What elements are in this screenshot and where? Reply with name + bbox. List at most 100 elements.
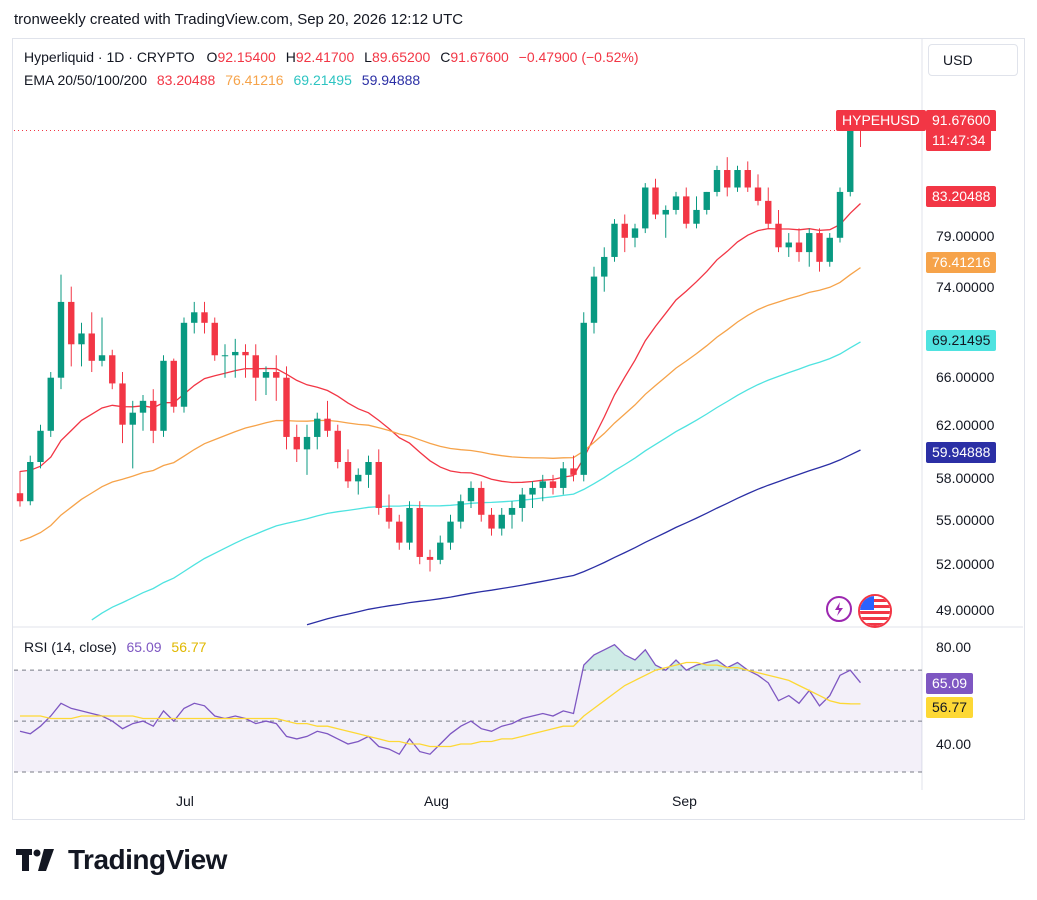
y-tick-label: 58.00000 — [936, 470, 995, 486]
candle-body — [201, 312, 208, 323]
candle-body — [252, 355, 259, 378]
ema20-value: 83.20488 — [156, 72, 216, 88]
ema50-value: 76.41216 — [225, 72, 284, 88]
candle-body — [826, 237, 833, 262]
ema50-line — [19, 267, 861, 542]
rsi-ma-legend-value: 56.77 — [171, 639, 207, 655]
rsi-tick-label: 80.00 — [936, 639, 972, 655]
candle-body — [232, 351, 239, 356]
candle-body — [754, 187, 762, 201]
y-tick-label: 55.00000 — [936, 512, 995, 528]
open-value: 92.15400 — [217, 49, 276, 65]
candle-body — [365, 461, 372, 475]
rsi-legend-value: 65.09 — [126, 639, 162, 655]
symbol-title: Hyperliquid · 1D · CRYPTO — [24, 49, 195, 65]
candle-body — [334, 430, 341, 462]
x-tick-label: Sep — [672, 793, 697, 809]
rsi-overbought-fill — [583, 644, 748, 671]
candle-body — [355, 474, 362, 482]
candle-body — [344, 461, 352, 482]
candle-body — [631, 228, 639, 238]
chart-frame — [12, 38, 1025, 820]
candle-body — [37, 430, 44, 462]
rsi-line — [19, 643, 862, 756]
candle-body — [406, 507, 413, 543]
ema100-line — [91, 341, 861, 621]
y-tick-label: 62.00000 — [936, 417, 995, 433]
lightning-icon[interactable] — [826, 596, 852, 622]
candle-body — [396, 521, 403, 543]
candle-body — [88, 333, 95, 361]
ema100-tag: 69.21495 — [926, 330, 997, 351]
rsi-tick-label: 40.00 — [936, 736, 972, 752]
candle-body — [693, 209, 700, 224]
candle-body — [119, 383, 126, 425]
low-value: 89.65200 — [371, 49, 431, 65]
candle-body — [467, 487, 475, 502]
change-value: −0.47900 (−0.52%) — [518, 49, 639, 65]
low-label: L — [364, 49, 372, 65]
ema200-line — [306, 449, 861, 626]
high-value: 92.41700 — [295, 49, 355, 65]
candle-body — [775, 223, 782, 248]
x-tick-label: Jul — [176, 793, 194, 809]
candle-body — [150, 400, 157, 431]
tradingview-logo-icon — [16, 849, 60, 871]
rsi-ma-value-tag: 56.77 — [926, 697, 974, 718]
candle-body — [539, 481, 546, 488]
candle-body — [324, 418, 331, 431]
ema20-tag: 83.20488 — [926, 186, 997, 207]
ema200-value: 59.94888 — [361, 72, 421, 88]
candle-body — [160, 360, 167, 431]
candle-body — [457, 501, 464, 522]
candle-body — [549, 481, 557, 488]
candle-body — [78, 333, 85, 345]
open-label: O — [206, 49, 218, 65]
candle-body — [508, 507, 516, 515]
y-tick-label: 52.00000 — [936, 556, 995, 572]
rsi-legend: RSI (14, close) 65.09 56.77 — [24, 639, 206, 655]
symbol-tag: HYPEHUSD — [836, 110, 926, 131]
candle-body — [283, 377, 290, 437]
candle-body — [836, 191, 844, 238]
y-tick-label: 49.00000 — [936, 602, 995, 618]
candle-body — [191, 312, 198, 323]
rsi-label: RSI (14, close) — [24, 639, 117, 655]
candle-body — [170, 360, 177, 407]
candle-body — [806, 233, 813, 253]
candle-body — [683, 196, 690, 224]
us-flag-icon[interactable] — [858, 594, 892, 628]
candle-body — [570, 468, 577, 475]
candle-body — [109, 355, 116, 384]
candle-body — [478, 487, 485, 515]
candle-body — [129, 412, 136, 425]
candle-body — [672, 196, 680, 210]
ema-legend: EMA 20/50/100/200 83.20488 76.41216 69.2… — [24, 72, 420, 88]
x-tick-label: Aug — [424, 793, 449, 809]
candle-body — [16, 493, 24, 502]
ema200-tag: 59.94888 — [926, 442, 997, 463]
currency-button[interactable]: USD — [928, 44, 1018, 76]
rsi-value-tag: 65.09 — [926, 673, 974, 694]
candle-body — [662, 209, 669, 215]
candle-body — [560, 468, 567, 488]
candle-body — [601, 256, 608, 277]
candle-body — [529, 487, 536, 495]
ema50-tag: 76.41216 — [926, 252, 997, 273]
candle-body — [498, 514, 505, 529]
y-tick-label: 66.00000 — [936, 369, 995, 385]
candle-body — [703, 191, 710, 210]
candle-body — [816, 233, 823, 262]
countdown-tag: 11:47:34 — [926, 130, 992, 151]
candle-body — [621, 223, 628, 238]
candle-body — [57, 301, 65, 378]
candle-body — [68, 301, 75, 345]
candle-body — [744, 170, 751, 188]
candle-body — [519, 494, 526, 508]
chart-credit: tronweekly created with TradingView.com,… — [14, 11, 464, 28]
candle-body — [426, 556, 434, 560]
candle-body — [262, 372, 270, 378]
candle-body — [242, 351, 249, 356]
candle-body — [47, 377, 54, 431]
